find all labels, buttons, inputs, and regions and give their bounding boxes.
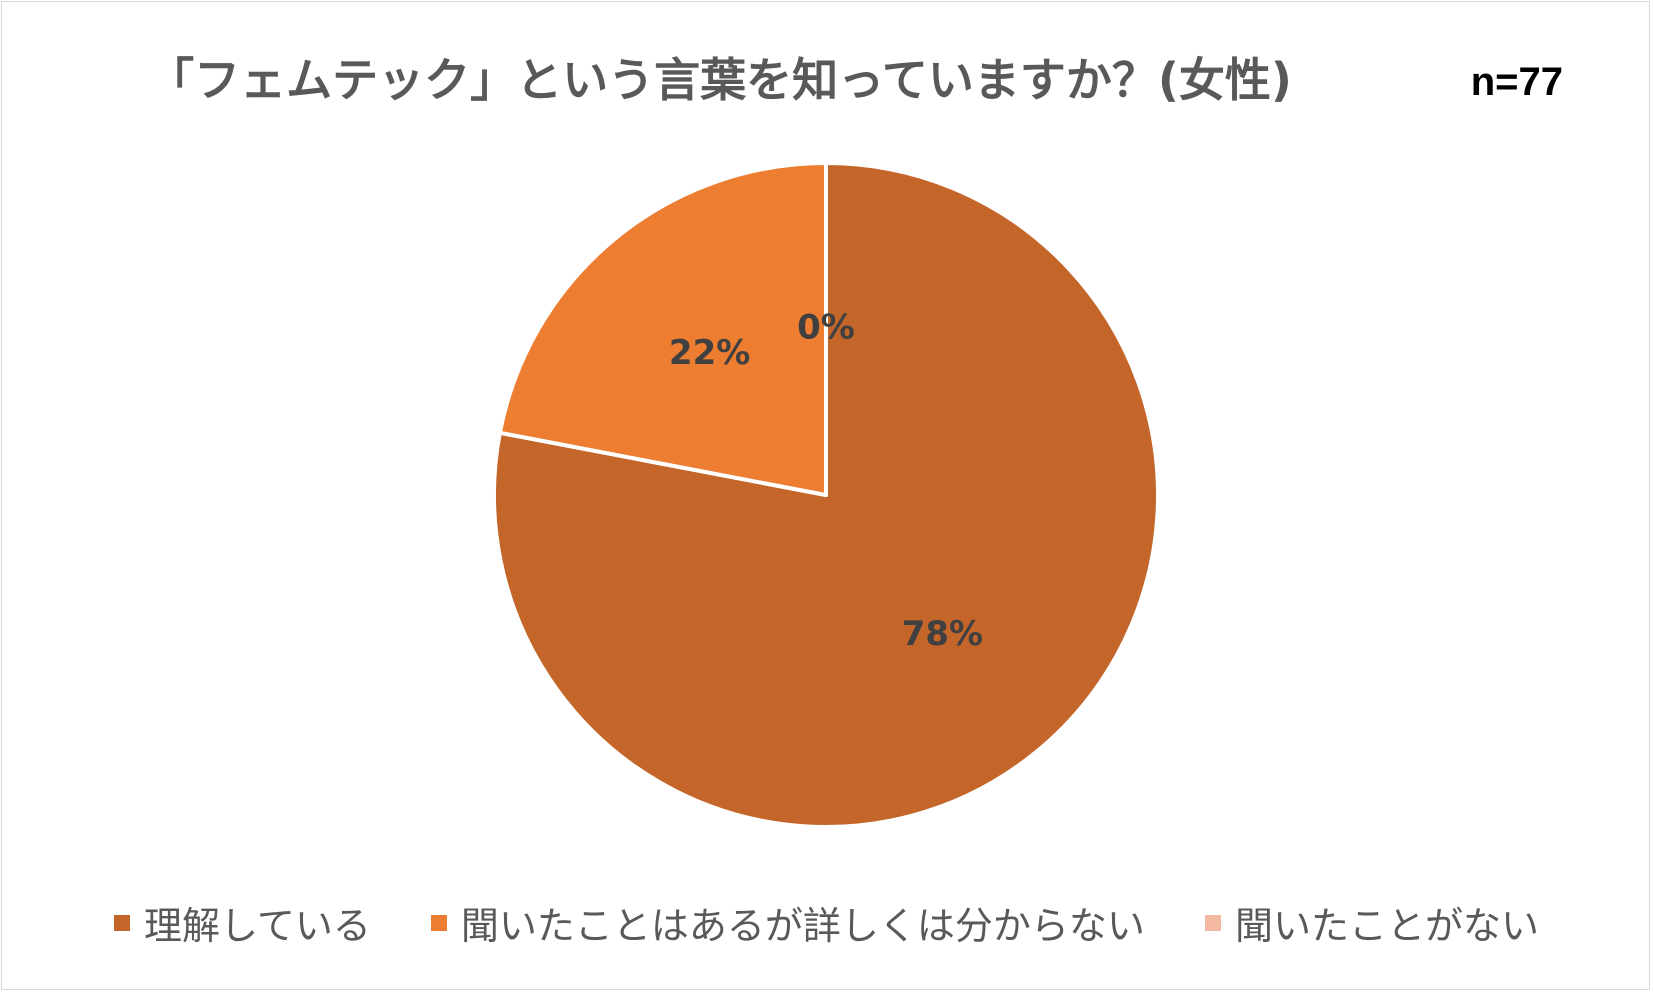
legend: 理解している 聞いたことはあるが詳しくは分からない 聞いたことがない [0,895,1653,950]
chart-title: 「フェムテック」という言葉を知っていますか？(女性) [148,53,1292,107]
legend-item-heard-not-detailed: 聞いたことはあるが詳しくは分からない [430,895,1145,950]
legend-swatch [114,914,131,931]
legend-item-never-heard: 聞いたことがない [1204,895,1539,950]
pie-slice-understand [492,161,1160,829]
sample-size-label: n=77 [1470,60,1563,104]
legend-swatch [430,914,447,931]
pie-slice-heard-not-detailed [497,161,828,497]
legend-item-understand: 理解している [114,895,371,950]
legend-swatch [1204,914,1221,931]
data-label-heard-not-detailed: 22% [669,333,750,373]
data-label-never-heard: 0% [797,308,855,348]
legend-label: 理解している [144,904,371,948]
data-label-understand: 78% [902,614,983,654]
legend-label: 聞いたことはあるが詳しくは分からない [460,904,1145,948]
legend-label: 聞いたことがない [1234,904,1539,948]
